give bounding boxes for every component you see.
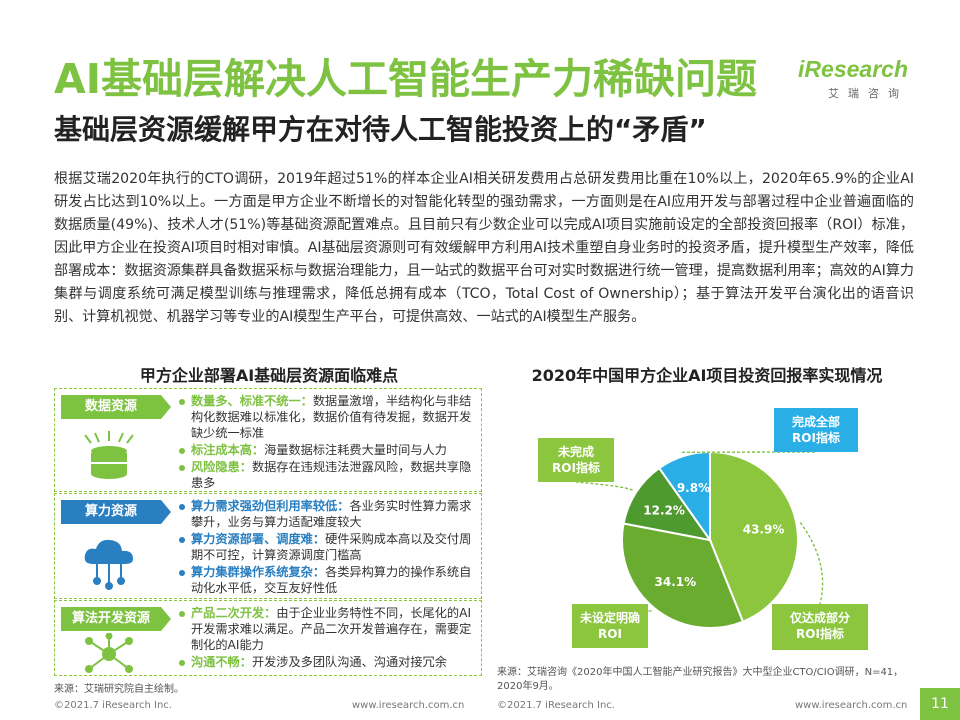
pie-callout-label: 仅达成部分 [789, 610, 850, 625]
item-text: 各业务实时性算力需求攀升，业务与算力适配难度较大 [191, 499, 472, 529]
section-tag: 算力资源 [61, 500, 161, 524]
page-subtitle: 基础层资源缓解甲方在对待人工智能投资上的“矛盾” [54, 113, 707, 146]
pie-callout-label: 未完成 [557, 444, 594, 459]
pie-value-label: 34.1% [655, 575, 697, 589]
chart-source-note: 来源：艾瑞咨询《2020年中国人工智能产业研究报告》大中型企业CTO/CIO调研… [497, 667, 904, 692]
pie-callout-box [572, 604, 648, 648]
list-item: 算力资源部署、调度难：硬件采购成本高以及交付周期不可控，计算资源调度门槛高 [179, 531, 475, 563]
section-algorithm-resources: 算法开发资源 产品二次开发：由于企业业务特性不同，长尾化的AI开发需求难以满足。… [54, 600, 482, 676]
cloud-compute-icon [84, 539, 133, 590]
item-highlight: 算力集群操作系统复杂： [191, 565, 326, 579]
pie-callout-connector [799, 522, 824, 605]
chart-title: 2020年中国甲方企业AI项目投资回报率实现情况 [531, 366, 883, 385]
logo-brand: iResearch [798, 56, 908, 82]
pie-callout-label: ROI指标 [796, 626, 844, 641]
item-text: 数据存在违规违法泄露风险，数据共享隐患多 [191, 460, 472, 490]
tag-arrow-icon [161, 607, 171, 631]
item-text: 海量数据标注耗费大量时间与人力 [264, 443, 447, 457]
item-highlight: 风险隐患： [191, 460, 252, 474]
pie-callout-label: 未设定明确 [579, 610, 640, 625]
molecule-network-icon [85, 633, 133, 673]
pie-callout-label: ROI指标 [792, 430, 840, 445]
item-highlight: 算力需求强劲但利用率较低： [191, 499, 350, 513]
item-text: 硬件采购成本高以及交付周期不可控，计算资源调度门槛高 [191, 532, 472, 562]
list-item: 数量多、标准不统一：数据量激增，半结构化与非结构化数据难以标准化，数据价值有待发… [179, 393, 475, 441]
logo-subtitle: 艾瑞咨询 [828, 87, 908, 100]
left-source-note: 来源：艾瑞研究院自主绘制。 [54, 684, 184, 695]
pie-callout-label: ROI指标 [552, 460, 600, 475]
section-tag: 数据资源 [61, 395, 161, 419]
item-text: 数据量激增，半结构化与非结构化数据难以标准化，数据价值有待发掘，数据开发缺少统一… [191, 394, 472, 440]
item-highlight: 数量多、标准不统一： [191, 394, 313, 408]
list-item: 沟通不畅：开发涉及多团队沟通、沟通对接冗余 [179, 654, 475, 670]
list-item: 标注成本高：海量数据标注耗费大量时间与人力 [179, 442, 475, 458]
pie-value-label: 9.8% [677, 481, 710, 495]
item-highlight: 算力资源部署、调度难： [191, 532, 326, 546]
section-compute-resources: 算力资源 算力需求强劲但利用率较低：各业务实时性算力需求攀升，业务与算力适配难度… [54, 493, 482, 599]
item-text: 各类异构算力的操作系统自动化水平低，交互友好性低 [191, 565, 472, 595]
list-item: 算力需求强劲但利用率较低：各业务实时性算力需求攀升，业务与算力适配难度较大 [179, 498, 475, 530]
list-item: 算力集群操作系统复杂：各类异构算力的操作系统自动化水平低，交互友好性低 [179, 564, 475, 596]
item-text: 由于企业业务特性不同，长尾化的AI开发需求难以满足。产品二次开发普遍存在，需要定… [191, 606, 472, 652]
page-number: 11 [920, 688, 960, 720]
section-tag: 算法开发资源 [61, 607, 161, 631]
pie-slice [622, 466, 713, 542]
pie-value-label: 12.2% [643, 503, 685, 517]
pie-callout-box [774, 408, 858, 452]
pie-callout-connector [575, 481, 633, 491]
pie-chart: 9.8%43.9%34.1%12.2% 完成全部ROI指标仅达成部分ROI指标未… [538, 408, 868, 650]
pie-callout-label: ROI [598, 627, 622, 641]
footer-copyright-right: ©2021.7 iResearch Inc. [497, 700, 615, 711]
tag-arrow-icon [161, 500, 171, 524]
list-item: 产品二次开发：由于企业业务特性不同，长尾化的AI开发需求难以满足。产品二次开发普… [179, 605, 475, 653]
item-highlight: 沟通不畅： [191, 655, 252, 669]
pie-slice [709, 450, 799, 623]
pie-value-label: 43.9% [743, 523, 785, 537]
pie-callout-box [538, 438, 614, 482]
logo: iResearch 艾瑞咨询 [798, 56, 908, 101]
item-text: 开发涉及多团队沟通、沟通对接冗余 [251, 655, 447, 669]
section-data-resources: 数据资源 数量多、标准不统一：数据量激增，半结构化与非结构化数据难以标准化，数据… [54, 388, 482, 492]
page-title: AI基础层解决人工智能生产力稀缺问题 [54, 55, 757, 103]
pie-slice [621, 522, 745, 629]
left-panel-title: 甲方企业部署AI基础层资源面临难点 [139, 366, 399, 385]
footer-url-left[interactable]: www.iresearch.com.cn [352, 700, 465, 711]
section-items: 算力需求强劲但利用率较低：各业务实时性算力需求攀升，业务与算力适配难度较大 算力… [179, 498, 475, 597]
item-highlight: 产品二次开发： [191, 606, 277, 620]
pie-callout-box [772, 604, 868, 650]
section-items: 产品二次开发：由于企业业务特性不同，长尾化的AI开发需求难以满足。产品二次开发普… [179, 605, 475, 671]
list-item: 风险隐患：数据存在违规违法泄露风险，数据共享隐患多 [179, 459, 475, 491]
footer-url-right[interactable]: www.iresearch.com.cn [795, 700, 908, 711]
item-highlight: 标注成本高： [191, 443, 265, 457]
body-paragraph: 根据艾瑞2020年执行的CTO调研，2019年超过51%的样本企业AI相关研发费… [54, 171, 914, 325]
tag-arrow-icon [161, 395, 171, 419]
pie-callout-label: 完成全部 [792, 414, 840, 429]
section-items: 数量多、标准不统一：数据量激增，半结构化与非结构化数据难以标准化，数据价值有待发… [179, 393, 475, 492]
footer-copyright-left: ©2021.7 iResearch Inc. [54, 700, 172, 711]
database-icon [84, 431, 134, 479]
